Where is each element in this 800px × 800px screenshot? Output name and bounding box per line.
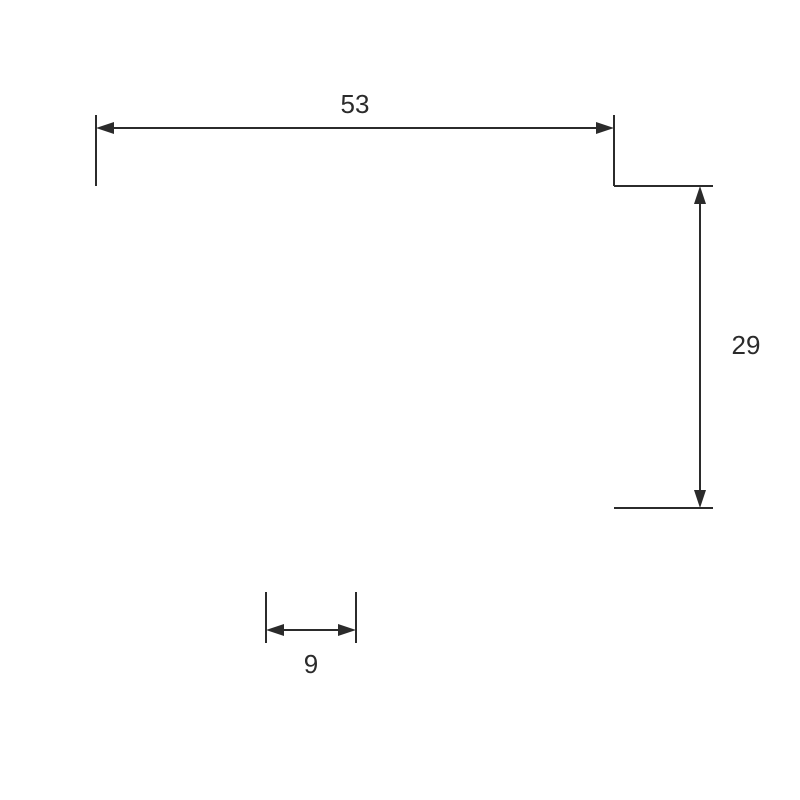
dimension-tab-label: 9 [304, 649, 318, 679]
dimension-height [614, 186, 713, 508]
dimension-diagram: 53 29 9 [0, 0, 800, 800]
dimension-height-label: 29 [732, 330, 761, 360]
profile-outline [96, 186, 614, 592]
dimension-width-label: 53 [341, 89, 370, 119]
dimension-tab-width [266, 592, 356, 643]
dimension-width [96, 115, 614, 186]
